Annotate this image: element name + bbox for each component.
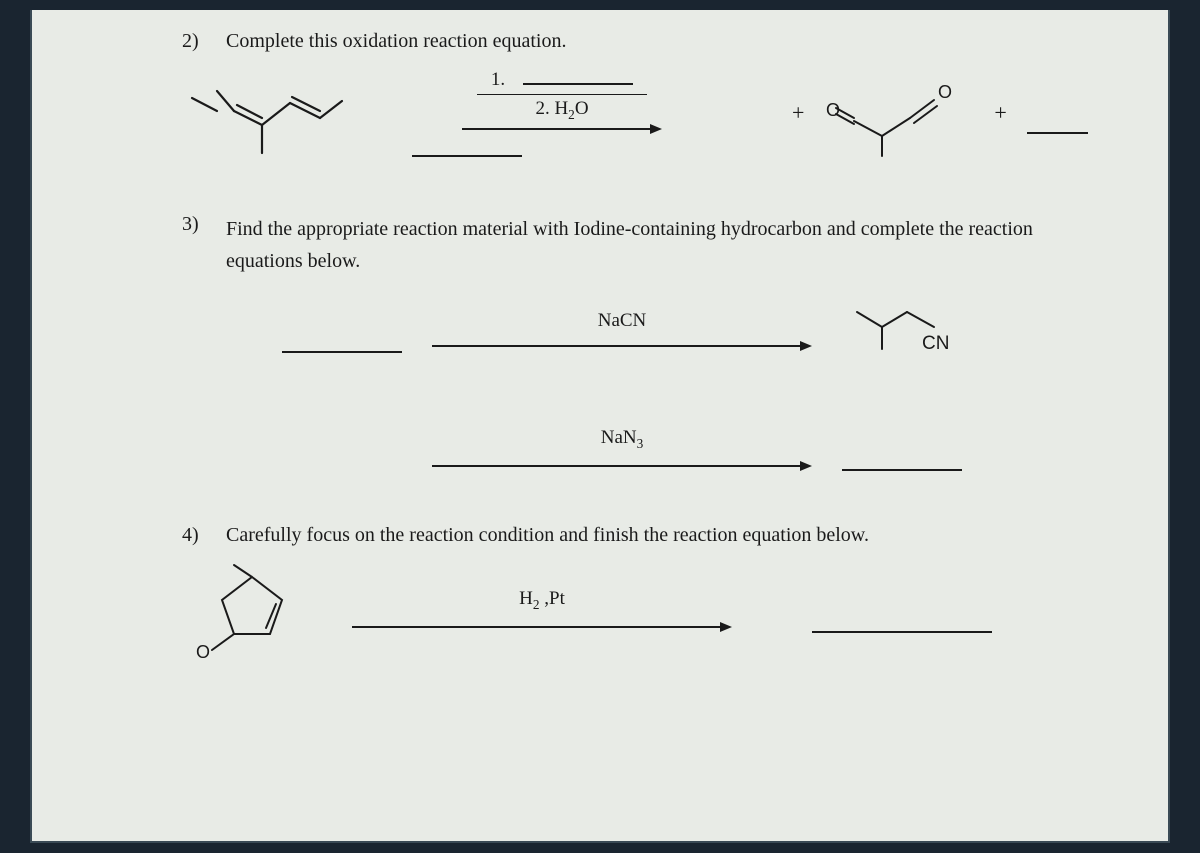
q2-product-icon: O O <box>824 68 974 158</box>
arrow-icon <box>552 105 742 125</box>
q3-start-blank-1 <box>282 351 402 353</box>
q4-o-label: O <box>196 642 210 662</box>
q3-number: 3) <box>182 213 222 236</box>
q3-reagent1-label: NaCN <box>598 310 647 332</box>
question-4: 4) Carefully focus on the reaction condi… <box>182 524 1088 662</box>
q4-product-blank <box>812 631 992 633</box>
q4-arrow: H2 ,Pt <box>352 588 732 635</box>
worksheet-page: 2) Complete this oxidation reaction equa… <box>30 10 1170 843</box>
q2-o-left-label: O <box>826 100 840 120</box>
q4-heading: 4) Carefully focus on the reaction condi… <box>182 524 1088 547</box>
q2-conditions-arrow: 1. 2. H2O <box>382 69 742 157</box>
q3-arrow-2: NaN3 <box>432 427 812 474</box>
q2-step1-blank <box>523 83 633 85</box>
q2-number: 2) <box>182 30 222 53</box>
q3-reagent2-label: NaN3 <box>601 427 644 452</box>
q3-heading: 3) Find the appropriate reaction materia… <box>182 213 1088 277</box>
arrow-icon <box>432 338 812 354</box>
q3-arrow-1: NaCN <box>432 310 812 354</box>
q2-step1-label: 1. <box>491 69 505 91</box>
question-2: 2) Complete this oxidation reaction equa… <box>182 30 1088 163</box>
q4-equation: O H2 ,Pt <box>182 562 1088 662</box>
question-3: 3) Find the appropriate reaction materia… <box>182 213 1088 474</box>
q3-product1-icon: CN <box>842 297 972 367</box>
q3-row-1: NaCN CN <box>182 297 1088 367</box>
q2-starting-material-icon <box>182 63 352 163</box>
q3-cn-label: CN <box>922 333 949 354</box>
arrow-icon <box>432 458 812 474</box>
q4-number: 4) <box>182 524 222 547</box>
arrow-icon <box>352 619 732 635</box>
q2-o-right-label: O <box>938 82 952 102</box>
q2-plus-1: + <box>792 100 804 126</box>
q4-text: Carefully focus on the reaction conditio… <box>226 524 1046 547</box>
q4-starting-material-icon: O <box>182 562 332 662</box>
q4-reagent-label: H2 ,Pt <box>519 588 565 613</box>
q2-text: Complete this oxidation reaction equatio… <box>226 30 1046 53</box>
q2-heading: 2) Complete this oxidation reaction equa… <box>182 30 1088 53</box>
q2-below-arrow-blank <box>412 155 522 157</box>
q3-end-blank-2 <box>842 469 962 471</box>
q2-final-blank <box>1027 132 1088 134</box>
q3-text: Find the appropriate reaction material w… <box>226 213 1046 277</box>
q2-plus-2: + <box>994 100 1006 126</box>
q3-row-2: NaN3 <box>182 427 1088 474</box>
q2-equation: 1. 2. H2O + <box>182 63 1088 163</box>
